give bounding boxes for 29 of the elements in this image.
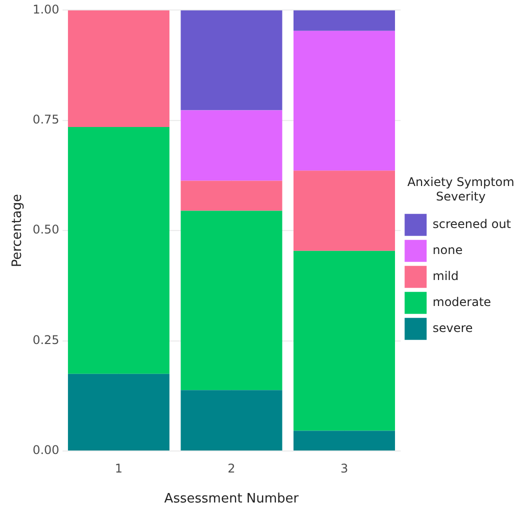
legend-label: none (432, 243, 463, 258)
bar (68, 374, 170, 450)
bar (294, 430, 396, 450)
bar (180, 180, 282, 211)
bar (294, 250, 396, 431)
x-tick-label: 2 (228, 461, 236, 476)
bar (180, 10, 282, 110)
bar (68, 10, 170, 128)
y-tick-label: 0.75 (32, 112, 60, 127)
legend-label: screened out (432, 217, 512, 232)
y-tick-label: 1.00 (32, 2, 60, 16)
legend-label: severe (432, 321, 473, 336)
legend-title: Anxiety Symptom Severity (407, 175, 514, 204)
bar (180, 110, 282, 181)
y-tick-label: 0.25 (32, 332, 60, 347)
legend-label: moderate (432, 295, 492, 310)
x-axis-title: Assessment Number (164, 492, 300, 507)
x-tick-label: 3 (340, 461, 348, 476)
bar (180, 210, 282, 390)
bar (294, 170, 396, 251)
bar (180, 390, 282, 450)
x-tick-label: 1 (114, 461, 123, 476)
y-axis-title: Percentage (10, 194, 26, 268)
bar (294, 10, 396, 31)
y-tick-label: 0.50 (32, 222, 60, 237)
bar (294, 30, 396, 171)
y-tick-label: 0.00 (32, 443, 60, 458)
legend-label: mild (432, 269, 459, 284)
bar (68, 127, 170, 374)
